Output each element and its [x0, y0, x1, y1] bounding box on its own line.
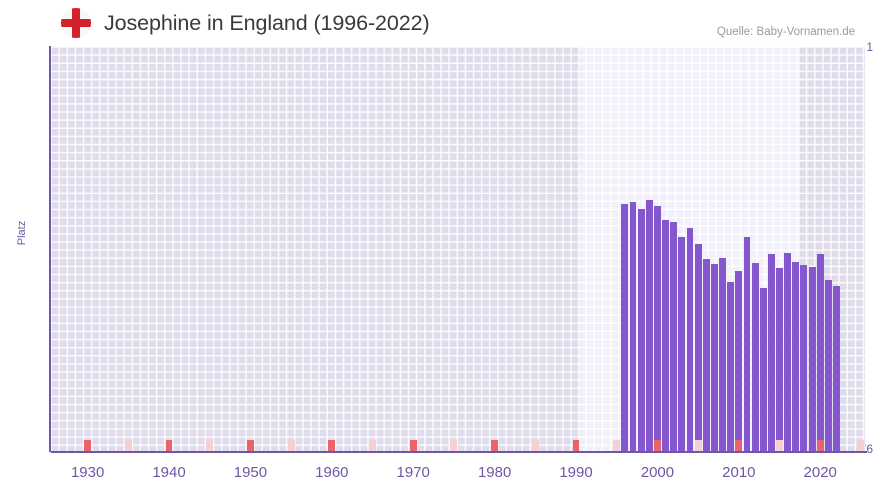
england-flag-icon	[61, 8, 91, 38]
y-axis-title: Platz	[16, 220, 28, 246]
bar[interactable]	[816, 253, 824, 451]
bar[interactable]	[735, 271, 743, 451]
x-axis-tick-label: 1950	[233, 464, 268, 481]
bar[interactable]	[759, 287, 767, 451]
x-axis-tick-markers	[51, 440, 865, 451]
x-axis-tick-label: 1930	[70, 464, 105, 481]
x-tick-marker-minor	[124, 440, 132, 451]
x-tick-marker-major	[409, 440, 417, 451]
bar[interactable]	[686, 227, 694, 451]
x-tick-marker-minor	[531, 440, 539, 451]
x-axis-tick-label: 1990	[559, 464, 593, 481]
x-tick-marker-major	[246, 440, 254, 451]
bar[interactable]	[621, 204, 629, 451]
bar[interactable]	[629, 202, 637, 451]
chart-title: Josephine in England (1996-2022)	[104, 11, 430, 35]
x-tick-marker-minor	[613, 440, 621, 451]
x-tick-marker-minor	[450, 440, 458, 451]
x-axis-tick-label: 1970	[396, 464, 430, 481]
bar[interactable]	[784, 252, 792, 451]
y-axis-line	[49, 46, 51, 452]
x-tick-marker-minor	[776, 440, 783, 451]
bar[interactable]	[833, 285, 840, 451]
bar[interactable]	[662, 220, 670, 451]
bar[interactable]	[743, 237, 751, 451]
bar[interactable]	[727, 282, 735, 451]
bar[interactable]	[670, 222, 678, 451]
bar[interactable]	[824, 280, 832, 451]
y-axis-tick-top: 1	[866, 40, 873, 54]
x-tick-marker-major	[328, 440, 336, 451]
bar[interactable]	[694, 244, 702, 451]
x-tick-marker-major	[735, 440, 743, 451]
bar[interactable]	[808, 266, 816, 451]
chart-header: Josephine in England (1996-2022) Quelle:…	[0, 0, 873, 46]
bar[interactable]	[645, 200, 653, 451]
x-tick-marker-major	[84, 440, 92, 451]
x-tick-marker-major	[816, 440, 824, 451]
bar[interactable]	[767, 253, 775, 451]
x-axis-tick-label: 1960	[315, 464, 349, 481]
x-axis-line	[51, 451, 867, 453]
x-axis-tick-label: 2010	[722, 464, 756, 481]
x-axis-tick-label: 2000	[640, 464, 675, 481]
x-tick-marker-minor	[206, 440, 214, 451]
bar[interactable]	[678, 236, 686, 451]
bar[interactable]	[710, 263, 718, 451]
source-label: Quelle: Baby-Vornamen.de	[716, 26, 855, 38]
bar[interactable]	[637, 209, 645, 451]
x-tick-marker-major	[165, 440, 173, 451]
x-tick-marker-minor	[857, 440, 865, 451]
bar[interactable]	[653, 206, 661, 451]
bar[interactable]	[702, 258, 710, 451]
x-axis-tick-label: 1980	[477, 464, 512, 481]
x-tick-marker-minor	[369, 440, 376, 451]
bar[interactable]	[776, 267, 783, 451]
x-axis-tick-label: 1940	[152, 464, 186, 481]
flag-cross-vertical	[72, 8, 80, 38]
bar[interactable]	[719, 258, 727, 451]
bar[interactable]	[792, 262, 800, 451]
x-tick-marker-minor	[694, 440, 702, 451]
x-tick-marker-major	[491, 440, 499, 451]
plot-area	[51, 47, 865, 451]
bar[interactable]	[751, 262, 759, 451]
x-axis-tick-label: 2020	[803, 464, 837, 481]
x-tick-marker-minor	[287, 440, 295, 451]
x-tick-marker-major	[653, 440, 661, 451]
x-tick-marker-major	[572, 440, 580, 451]
bar[interactable]	[800, 264, 808, 451]
